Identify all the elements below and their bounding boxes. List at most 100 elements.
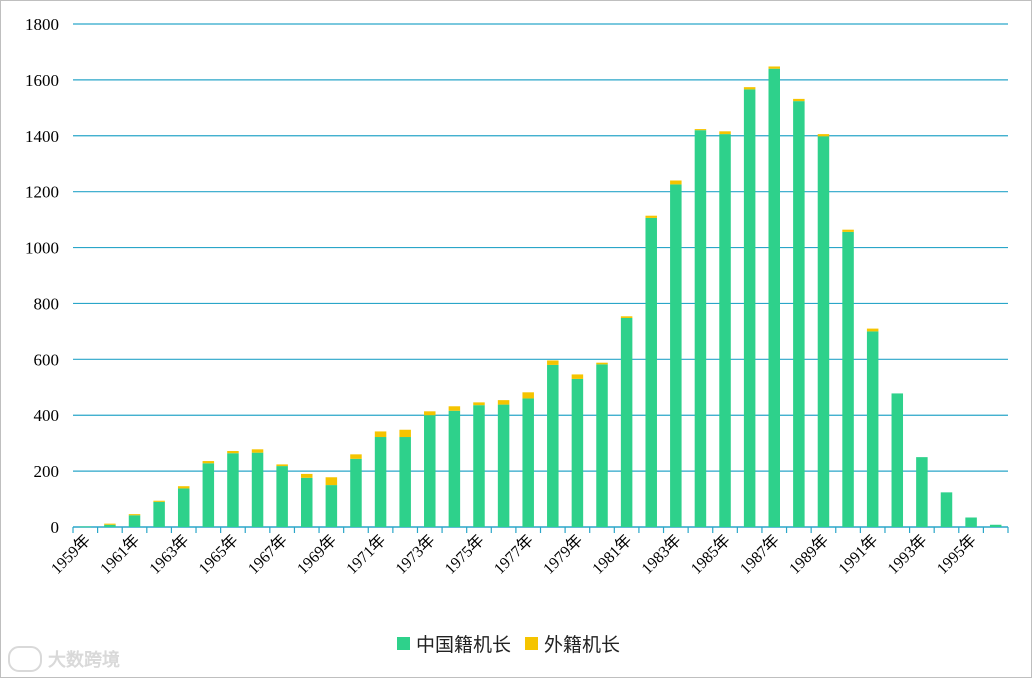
bar-foreign [547,360,559,365]
bar-domestic [793,101,805,528]
y-tick-label: 1400 [25,127,59,146]
x-tick-label: 1979年 [540,531,587,578]
bar-foreign [251,449,264,453]
bar-domestic [522,398,534,527]
bar-domestic [891,393,904,527]
bar-foreign [817,134,830,137]
bar-domestic [276,466,288,527]
x-tick-label: 1963年 [146,531,193,578]
x-tick-label: 1991年 [835,531,882,578]
bar-domestic [325,485,338,527]
bar-foreign [866,328,879,332]
bar-foreign [473,402,485,406]
bar-foreign [424,411,436,416]
bar-domestic [251,452,264,527]
legend-item-domestic: 中国籍机长 [397,630,511,657]
bar-foreign [448,406,461,411]
bar-domestic [350,458,362,527]
x-tick-label: 1987年 [736,531,783,578]
watermark: 大数跨境 [8,646,120,672]
bar-foreign [522,392,534,399]
bar-foreign [202,461,215,464]
bar-foreign [645,215,657,218]
bar-foreign [301,473,313,478]
bar-domestic [399,437,411,527]
x-tick-label: 1971年 [343,531,390,578]
y-tick-label: 1800 [25,15,59,34]
y-tick-label: 800 [34,294,60,313]
bar-foreign [694,129,707,131]
bar-domestic [866,331,879,527]
bar-foreign [177,486,190,489]
bar-foreign [497,400,510,405]
legend-label-foreign: 外籍机长 [544,633,621,656]
x-tick-label: 1959年 [47,531,94,578]
y-tick-label: 1600 [25,71,59,90]
legend-swatch-domestic [397,636,410,650]
x-tick-label: 1961年 [97,531,144,578]
legend: 中国籍机长 外籍机长 [397,630,620,656]
bar-foreign [153,500,165,502]
bar-domestic [694,130,707,527]
watermark-logo-icon [8,646,42,672]
bar-foreign [104,523,116,525]
bar-foreign [719,131,731,135]
bar-foreign [842,229,854,232]
bar-domestic [916,457,928,527]
bar-foreign [276,464,288,467]
x-tick-label: 1989年 [786,531,833,578]
legend-label-domestic: 中国籍机长 [416,633,512,656]
bar-foreign [620,316,633,318]
y-tick-label: 400 [34,406,60,425]
bar-domestic [965,517,977,527]
bar-domestic [719,134,731,527]
bar-domestic [374,437,387,527]
bar-foreign [399,429,411,438]
bar-domestic [547,364,559,527]
bar-domestic [645,217,657,527]
bar-domestic [448,410,461,527]
y-tick-label: 200 [34,462,60,481]
bar-domestic [301,477,313,527]
y-tick-label: 0 [51,518,60,537]
bar-domestic [104,524,116,527]
bar-domestic [842,231,854,527]
bar-domestic [202,463,215,527]
watermark-text: 大数跨境 [48,650,120,671]
bar-foreign [743,87,756,90]
bar-domestic [153,501,165,527]
x-tick-label: 1973年 [392,531,439,578]
x-tick-label: 1995年 [933,531,980,578]
bar-foreign [596,362,608,365]
legend-swatch-foreign [525,636,539,650]
x-tick-label: 1975年 [441,531,488,578]
bar-domestic [940,492,953,527]
bar-domestic [227,453,239,527]
bar-domestic [620,317,633,527]
bar-foreign [793,98,805,102]
bar-domestic [596,364,608,527]
bar-domestic [177,488,190,527]
bar-foreign [571,374,584,379]
bar-foreign [350,454,362,459]
x-tick-label: 1993年 [884,531,931,578]
x-tick-label: 1983年 [638,531,685,578]
bar-domestic [79,526,92,528]
x-tick-label: 1969年 [294,531,341,578]
bar-domestic [989,524,1002,527]
x-tick-label: 1985年 [687,531,734,578]
bar-foreign [325,477,338,486]
bar-domestic [743,89,756,527]
bar-domestic [768,68,780,527]
legend-item-foreign: 外籍机长 [525,630,620,657]
bar-domestic [817,136,830,527]
bar-foreign [374,431,387,438]
y-tick-label: 1000 [25,239,59,258]
bar-domestic [497,404,510,527]
y-tick-label: 600 [34,350,60,369]
bar-domestic [128,515,141,527]
bar-domestic [571,378,584,527]
bar-foreign [768,66,780,69]
